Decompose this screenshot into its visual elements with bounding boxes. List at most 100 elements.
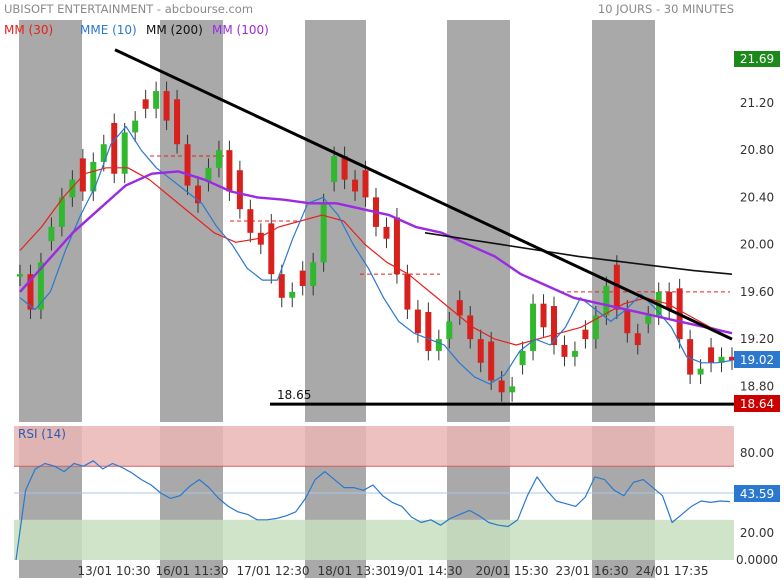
trend-lines <box>114 48 734 406</box>
legend-mm30: MM (30) <box>4 23 53 37</box>
time-tick-label: 17/01 12:30 <box>237 564 310 578</box>
time-tick-label: 13/01 10:30 <box>78 564 151 578</box>
legend-mm100: MM (100) <box>212 23 269 37</box>
time-tick-label: 20/01 15:30 <box>476 564 549 578</box>
current-price-value: 19.02 <box>740 353 774 367</box>
top-price-badge: 21.69 <box>734 51 780 67</box>
candle-body <box>393 217 400 275</box>
chart-title: UBISOFT ENTERTAINMENT - abcbourse.com <box>4 2 253 16</box>
candle-body <box>551 306 557 346</box>
candles <box>17 81 735 402</box>
legend-mm200: MM (200) <box>146 23 203 37</box>
moving-averages <box>19 125 733 385</box>
candle-body <box>435 339 442 351</box>
candle-body <box>257 232 264 245</box>
candle-body <box>498 380 505 393</box>
candle-body <box>352 179 359 192</box>
candle-body <box>571 350 578 357</box>
price-tick-label: 19.20 <box>740 332 774 346</box>
candle-body <box>331 156 338 183</box>
candle-body <box>111 122 118 174</box>
candle-body <box>195 185 201 204</box>
candle-body <box>561 345 568 357</box>
rsi-line <box>15 460 731 561</box>
candle-body <box>184 144 191 186</box>
candle-body <box>613 264 620 310</box>
candle-body <box>132 120 139 133</box>
candle-body <box>624 309 631 334</box>
candle-body <box>289 291 296 298</box>
candle-body <box>467 315 474 340</box>
candle-body <box>48 226 55 242</box>
candle-body <box>37 262 44 310</box>
downtrend-line <box>114 48 733 341</box>
candle-body <box>153 91 160 109</box>
candle-body <box>247 209 254 233</box>
time-tick-label: 16/01 11:30 <box>156 564 229 578</box>
ma30-line <box>19 167 733 346</box>
candle-body <box>582 329 589 340</box>
price-axis: 21.20 20.80 20.40 20.00 19.60 19.20 18.80 <box>740 96 774 394</box>
price-tick-label: 20.80 <box>740 143 774 157</box>
candle-body <box>697 368 704 375</box>
candle-body <box>17 274 23 277</box>
candle-body <box>477 339 484 363</box>
time-tick-label: 24/01 17:35 <box>636 564 709 578</box>
candle-body <box>456 300 463 316</box>
ma100-line <box>19 170 733 335</box>
candle-body <box>383 226 390 239</box>
candle-body <box>687 339 694 375</box>
candle-body <box>310 262 317 286</box>
current-price-badge: 19.02 <box>734 351 780 368</box>
candle-body <box>729 356 735 361</box>
candle-body <box>446 321 453 340</box>
candle-body <box>205 167 212 183</box>
ma200-line <box>424 232 733 275</box>
rsi-tick-label: 0.0000 <box>736 553 778 567</box>
candle-body <box>299 270 306 286</box>
period-label: 10 JOURS - 30 MINUTES <box>598 2 734 16</box>
rsi-overbought-band <box>14 426 734 467</box>
support-price-badge: 18.64 <box>734 395 780 412</box>
time-axis: 13/01 10:30 16/01 11:30 17/01 12:30 18/01 1… <box>78 564 709 578</box>
candle-body <box>718 356 725 363</box>
legend-mme10: MME (10) <box>80 23 137 37</box>
time-tick-label: 18/01 13:30 <box>318 564 391 578</box>
session-shade <box>447 20 510 578</box>
candle-body <box>320 203 327 263</box>
rsi-current-value: 43.59 <box>740 487 774 501</box>
candle-body <box>27 274 34 310</box>
candle-body <box>268 223 275 275</box>
candle-body <box>414 309 421 334</box>
rsi-label: RSI (14) <box>18 427 66 441</box>
candle-body <box>425 311 432 351</box>
candle-body <box>121 132 128 174</box>
candle-body <box>69 179 76 198</box>
candle-body <box>215 150 222 168</box>
top-price-value: 21.69 <box>740 52 774 66</box>
price-tick-label: 21.20 <box>740 96 774 110</box>
session-shade <box>305 20 366 578</box>
candle-body <box>666 291 673 310</box>
candle-body <box>226 150 233 192</box>
candle-body <box>404 274 411 310</box>
price-tick-label: 20.00 <box>740 238 774 252</box>
candle-body <box>100 144 107 162</box>
rsi-value-badge: 43.59 <box>734 485 780 502</box>
support-price-value: 18.64 <box>740 397 774 411</box>
price-tick-label: 18.80 <box>740 379 774 393</box>
candle-body <box>174 99 181 145</box>
time-tick-label: 23/01 16:30 <box>556 564 629 578</box>
price-tick-label: 19.60 <box>740 285 774 299</box>
candle-body <box>236 170 243 210</box>
rsi-tick-label: 20.00 <box>740 526 774 540</box>
session-shades <box>19 20 655 578</box>
price-tick-label: 20.40 <box>740 190 774 204</box>
candle-body <box>488 341 495 381</box>
rsi-axis: 80.00 20.00 0.0000 <box>736 446 778 567</box>
candle-body <box>509 386 516 393</box>
rsi-tick-label: 80.00 <box>740 446 774 460</box>
candle-body <box>58 197 65 227</box>
candle-body <box>634 333 641 346</box>
